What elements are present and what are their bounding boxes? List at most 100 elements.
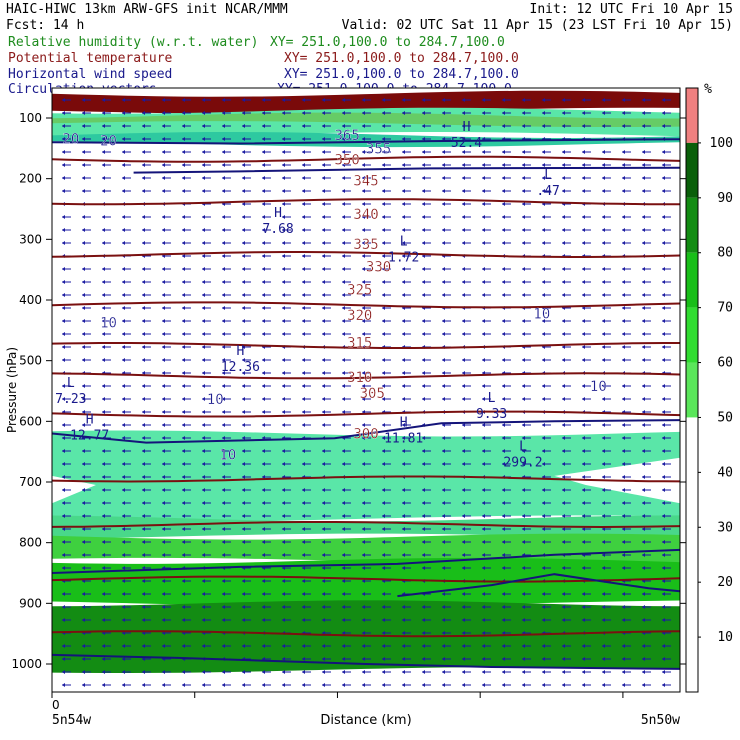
vector-head bbox=[602, 228, 605, 232]
vector-head bbox=[242, 436, 245, 440]
vector-head bbox=[322, 280, 325, 284]
vector-head bbox=[142, 306, 145, 310]
vector-head bbox=[162, 618, 165, 622]
vector-head bbox=[362, 176, 365, 180]
vector-head bbox=[122, 267, 125, 271]
theta-contour bbox=[51, 198, 680, 206]
vector-head bbox=[662, 540, 665, 544]
vector-head bbox=[282, 241, 285, 245]
vector-head bbox=[222, 579, 225, 583]
vector-head bbox=[202, 150, 205, 154]
vector-head bbox=[242, 163, 245, 167]
vector-head bbox=[662, 449, 665, 453]
vector-head bbox=[402, 163, 405, 167]
vector-head bbox=[242, 449, 245, 453]
vector-head bbox=[342, 228, 345, 232]
vector-head bbox=[542, 397, 545, 401]
vector-head bbox=[362, 579, 365, 583]
vector-head bbox=[402, 644, 405, 648]
vector-head bbox=[302, 618, 305, 622]
vector-head bbox=[322, 683, 325, 687]
vector-head bbox=[422, 683, 425, 687]
vector-head bbox=[362, 540, 365, 544]
vector-head bbox=[402, 280, 405, 284]
vector-head bbox=[202, 111, 205, 115]
y-tick-label: 800 bbox=[19, 536, 42, 550]
vector-head bbox=[142, 618, 145, 622]
vector-head bbox=[102, 527, 105, 531]
vector-head bbox=[262, 332, 265, 336]
vector-head bbox=[262, 527, 265, 531]
vector-head bbox=[382, 202, 385, 206]
vector-head bbox=[302, 657, 305, 661]
y-tick-label: 200 bbox=[19, 172, 42, 186]
vector-head bbox=[362, 111, 365, 115]
vector-head bbox=[622, 449, 625, 453]
vector-head bbox=[642, 280, 645, 284]
vector-head bbox=[502, 540, 505, 544]
vector-head bbox=[82, 280, 85, 284]
vector-head bbox=[162, 527, 165, 531]
vector-head bbox=[282, 423, 285, 427]
vector-head bbox=[362, 514, 365, 518]
vector-head bbox=[662, 423, 665, 427]
vector-head bbox=[262, 150, 265, 154]
vector-head bbox=[602, 215, 605, 219]
extremum-value: 299.2 bbox=[503, 456, 542, 471]
extremum-value: 12.36 bbox=[221, 360, 260, 375]
vector-head bbox=[562, 501, 565, 505]
vector-head bbox=[482, 358, 485, 362]
vector-head bbox=[542, 124, 545, 128]
vector-head bbox=[442, 319, 445, 323]
vector-head bbox=[262, 462, 265, 466]
vector-head bbox=[342, 202, 345, 206]
vector-head bbox=[102, 111, 105, 115]
vector-head bbox=[322, 592, 325, 596]
vector-head bbox=[342, 397, 345, 401]
vector-head bbox=[102, 540, 105, 544]
vector-head bbox=[142, 332, 145, 336]
vector-head bbox=[582, 280, 585, 284]
vector-head bbox=[402, 137, 405, 141]
vector-head bbox=[442, 163, 445, 167]
vector-head bbox=[542, 98, 545, 102]
vector-head bbox=[222, 189, 225, 193]
colorbar-band bbox=[686, 362, 698, 418]
colorbar-unit: % bbox=[704, 82, 712, 97]
y-tick-label: 900 bbox=[19, 596, 42, 610]
vector-head bbox=[142, 462, 145, 466]
vector-head bbox=[342, 215, 345, 219]
vector-head bbox=[102, 488, 105, 492]
vector-head bbox=[322, 501, 325, 505]
plot-frame bbox=[51, 87, 681, 693]
theta-contour bbox=[51, 372, 681, 380]
extremum-value: 52.4 bbox=[451, 136, 482, 151]
vector-head bbox=[342, 124, 345, 128]
vector-head bbox=[262, 579, 265, 583]
vector-head bbox=[422, 449, 425, 453]
vector-head bbox=[242, 579, 245, 583]
vector-head bbox=[102, 605, 105, 609]
vector-head bbox=[662, 488, 665, 492]
vector-head bbox=[602, 657, 605, 661]
vector-head bbox=[342, 319, 345, 323]
vector-head bbox=[442, 280, 445, 284]
vector-head bbox=[622, 332, 625, 336]
vector-head bbox=[82, 514, 85, 518]
vector-head bbox=[82, 345, 85, 349]
vector-head bbox=[642, 345, 645, 349]
vector-head bbox=[642, 644, 645, 648]
vector-head bbox=[602, 150, 605, 154]
vector-head bbox=[202, 462, 205, 466]
vector-head bbox=[262, 111, 265, 115]
y-tick-label: 700 bbox=[19, 475, 42, 489]
vector-head bbox=[662, 566, 665, 570]
vector-head bbox=[482, 202, 485, 206]
vector-head bbox=[122, 176, 125, 180]
vector-head bbox=[442, 540, 445, 544]
vector-head bbox=[382, 215, 385, 219]
vector-head bbox=[522, 319, 525, 323]
vector-head bbox=[322, 254, 325, 258]
vector-head bbox=[222, 436, 225, 440]
vector-head bbox=[622, 605, 625, 609]
